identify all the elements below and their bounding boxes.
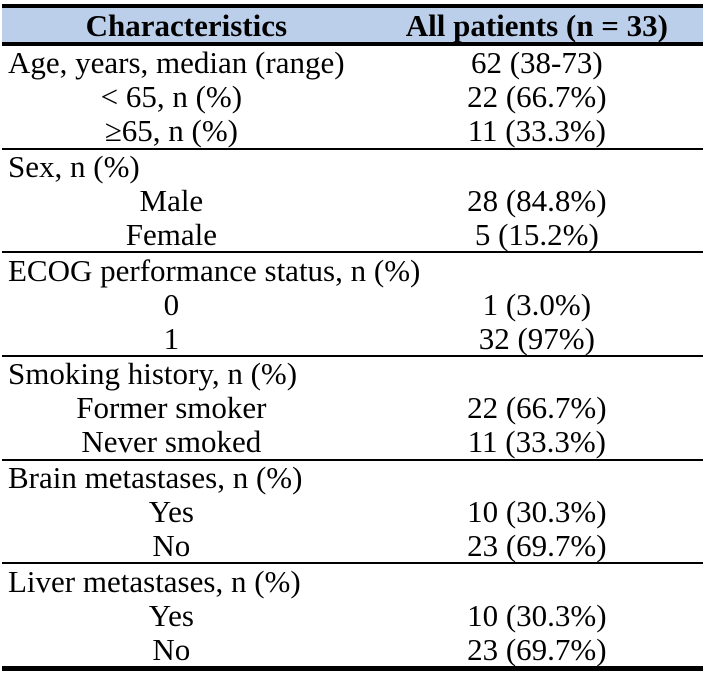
row-value: 11 (33.3%)	[467, 424, 607, 460]
row-label-sub: ≥65, n (%)	[104, 113, 238, 149]
table-section: Sex, n (%) Male 28 (84.8%) Female 5 (15.2%)	[2, 150, 703, 254]
row-value: 10 (30.3%)	[467, 494, 607, 530]
column-header-characteristics: Characteristics	[85, 7, 288, 43]
row-label-sub: 1	[163, 320, 180, 356]
table-section: ECOG performance status, n (%) 0 1 (3.0%) 1…	[2, 253, 703, 358]
column-header-all-patients: All patients (n = 33)	[405, 7, 668, 43]
table-section: Brain metastases, n (%) Yes 10 (30.3%) No 23…	[2, 461, 703, 565]
table-row: No 23 (69.7%)	[2, 528, 703, 562]
row-value: 22 (66.7%)	[467, 79, 607, 115]
row-label-sub: Yes	[148, 597, 194, 633]
row-label-sub: No	[152, 527, 191, 563]
table-row: 1 32 (97%)	[2, 321, 703, 355]
row-value: 10 (30.3%)	[467, 597, 607, 633]
table-row: < 65, n (%) 22 (66.7%)	[2, 80, 703, 114]
row-label-sub: Female	[125, 216, 217, 252]
table-body: Age, years, median (range) 62 (38-73) < 65…	[2, 46, 703, 666]
table-row: Yes 10 (30.3%)	[2, 598, 703, 632]
row-value: 28 (84.8%)	[467, 183, 607, 218]
row-label-sub: Yes	[148, 494, 194, 530]
row-value: 1 (3.0%)	[482, 286, 592, 322]
row-value: 11 (33.3%)	[467, 113, 607, 149]
row-value: 32 (97%)	[478, 320, 595, 356]
table-row: Sex, n (%)	[2, 150, 703, 184]
table-row: Smoking history, n (%)	[2, 357, 703, 391]
row-label-group: Smoking history, n (%)	[8, 356, 298, 392]
row-label-group: Brain metastases, n (%)	[8, 460, 303, 496]
table-row: Male 28 (84.8%)	[2, 184, 703, 218]
table-section: Smoking history, n (%) Former smoker 22 (6…	[2, 357, 703, 461]
table-row: Yes 10 (30.3%)	[2, 495, 703, 529]
table-row: Liver metastases, n (%)	[2, 564, 703, 598]
table-section: Age, years, median (range) 62 (38-73) < 65…	[2, 46, 703, 150]
row-value: 23 (69.7%)	[467, 631, 607, 667]
row-label-group: Age, years, median (range)	[8, 45, 345, 81]
table-row: Age, years, median (range) 62 (38-73)	[2, 46, 703, 80]
table-row: ECOG performance status, n (%)	[2, 253, 703, 287]
table-row: No 23 (69.7%)	[2, 632, 703, 666]
table-row: Female 5 (15.2%)	[2, 217, 703, 251]
table-row: Never smoked 11 (33.3%)	[2, 425, 703, 459]
table-header-row: Characteristics All patients (n = 33)	[2, 8, 703, 46]
row-label-sub: No	[152, 631, 191, 667]
row-label-group: ECOG performance status, n (%)	[8, 252, 421, 288]
patient-characteristics-table: Characteristics All patients (n = 33) Ag…	[2, 4, 703, 672]
row-label-group: Liver metastases, n (%)	[8, 563, 301, 599]
table-row: Former smoker 22 (66.7%)	[2, 391, 703, 425]
table-row: 0 1 (3.0%)	[2, 287, 703, 321]
row-label-sub: Male	[139, 183, 204, 218]
row-value: 23 (69.7%)	[467, 527, 607, 563]
row-label-sub: 0	[163, 286, 180, 322]
row-label-sub: Former smoker	[76, 390, 267, 426]
table-row: Brain metastases, n (%)	[2, 461, 703, 495]
row-label-group: Sex, n (%)	[8, 149, 140, 185]
table-section: Liver metastases, n (%) Yes 10 (30.3%) No 23…	[2, 564, 703, 666]
row-value: 5 (15.2%)	[474, 216, 599, 252]
table-row: ≥65, n (%) 11 (33.3%)	[2, 114, 703, 148]
row-label-sub: < 65, n (%)	[100, 79, 243, 115]
row-label-sub: Never smoked	[81, 424, 262, 460]
row-value: 62 (38-73)	[470, 45, 603, 81]
row-value: 22 (66.7%)	[467, 390, 607, 426]
